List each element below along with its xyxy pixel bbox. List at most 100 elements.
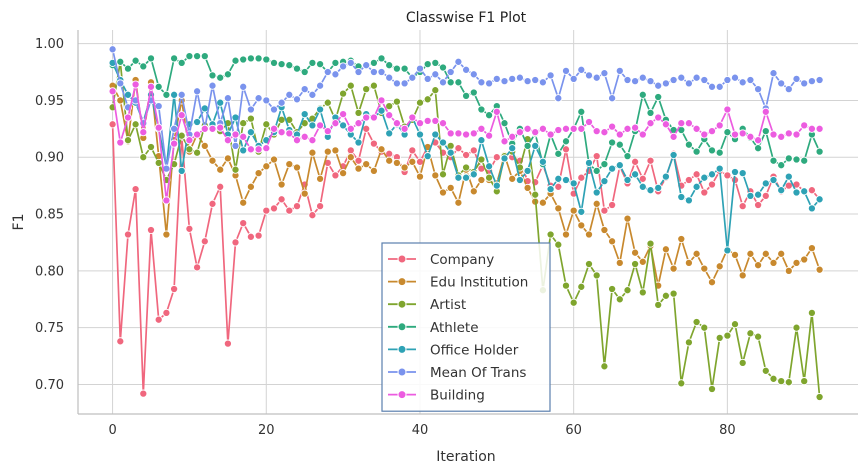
data-point	[584, 158, 594, 167]
data-point	[431, 171, 440, 180]
data-point	[531, 190, 540, 199]
data-point	[139, 153, 148, 162]
data-point	[239, 132, 248, 141]
data-point	[584, 117, 594, 127]
data-point	[438, 63, 448, 72]
data-point	[193, 130, 202, 139]
data-point	[339, 121, 348, 130]
data-point	[162, 230, 171, 239]
data-point	[577, 221, 586, 230]
data-point	[669, 289, 678, 298]
data-point	[669, 132, 678, 141]
data-point	[139, 128, 148, 137]
data-point	[715, 82, 724, 91]
legend-item: Athlete	[388, 320, 479, 336]
data-point	[608, 138, 617, 147]
data-point	[316, 60, 325, 69]
data-point	[638, 90, 647, 99]
data-point	[415, 64, 425, 73]
data-point	[677, 119, 686, 128]
data-point	[408, 73, 417, 82]
data-point	[661, 291, 670, 300]
data-point	[554, 204, 563, 213]
data-point	[692, 124, 701, 133]
data-point	[369, 139, 378, 148]
data-point	[354, 108, 363, 117]
data-point	[800, 156, 809, 165]
data-point	[177, 111, 186, 120]
data-point	[561, 66, 571, 75]
data-point	[723, 171, 732, 180]
data-point	[561, 230, 571, 239]
data-point	[631, 170, 640, 179]
data-point	[692, 182, 701, 191]
legend-label: Athlete	[430, 320, 479, 336]
data-point	[200, 124, 209, 133]
data-point	[131, 185, 140, 194]
data-point	[193, 117, 202, 127]
data-point	[615, 66, 624, 75]
x-tick-label: 0	[108, 423, 116, 438]
data-point	[623, 214, 632, 223]
data-point	[684, 140, 693, 149]
data-point	[331, 146, 340, 155]
data-point	[807, 204, 816, 213]
data-point	[800, 187, 809, 196]
data-point	[761, 366, 770, 375]
data-point	[385, 156, 394, 165]
data-point	[162, 90, 171, 99]
data-point	[615, 130, 624, 139]
data-point	[454, 144, 463, 153]
data-point	[246, 145, 255, 154]
data-point	[216, 98, 225, 107]
data-point	[216, 165, 225, 174]
data-point	[815, 147, 824, 156]
legend-item: Artist	[388, 297, 466, 313]
data-point	[546, 230, 555, 239]
data-point	[369, 58, 378, 67]
data-point	[385, 129, 394, 138]
data-point	[462, 91, 471, 100]
data-point	[769, 69, 778, 78]
data-point	[577, 282, 586, 291]
data-point	[700, 323, 709, 332]
y-tick-label: 0.70	[35, 378, 64, 393]
data-point	[754, 136, 763, 145]
data-point	[477, 136, 486, 145]
data-point	[815, 124, 824, 133]
data-point	[638, 174, 647, 183]
data-point	[316, 202, 325, 211]
data-point	[738, 129, 747, 138]
data-point	[592, 73, 601, 82]
data-point	[208, 71, 217, 80]
data-point	[331, 119, 340, 128]
data-point	[592, 271, 601, 280]
data-point	[638, 73, 647, 82]
data-point	[170, 284, 179, 294]
data-point	[807, 244, 816, 253]
data-point	[254, 169, 263, 178]
data-point	[623, 124, 632, 133]
data-point	[707, 180, 717, 189]
data-point	[469, 129, 478, 138]
data-point	[623, 75, 632, 85]
data-point	[761, 107, 770, 116]
data-point	[146, 54, 156, 63]
data-point	[800, 79, 809, 88]
data-point	[438, 138, 448, 147]
data-point	[646, 186, 655, 195]
data-point	[569, 124, 578, 133]
data-point	[692, 249, 701, 258]
data-point	[492, 74, 501, 83]
data-point	[707, 384, 717, 394]
data-point	[654, 300, 663, 309]
data-point	[492, 153, 501, 162]
data-point	[677, 73, 686, 82]
data-point	[469, 187, 478, 196]
data-point	[377, 67, 386, 77]
legend-item: Office Holder	[388, 342, 519, 358]
data-point	[154, 158, 163, 167]
data-point	[308, 58, 317, 67]
data-point	[700, 173, 709, 182]
data-point	[600, 128, 609, 137]
